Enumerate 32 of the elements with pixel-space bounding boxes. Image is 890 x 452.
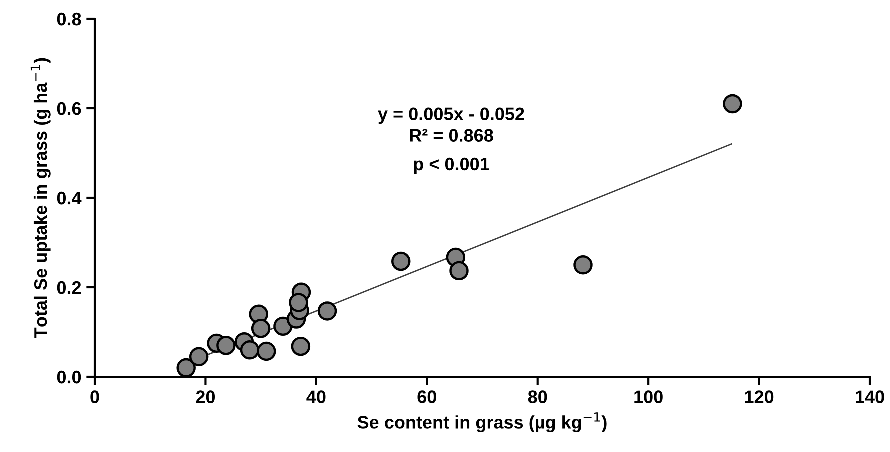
y-tick-label: 0.0 [57, 370, 82, 384]
annotation: p < 0.001 [414, 158, 490, 174]
y-tick-label: 0.8 [57, 12, 82, 26]
point [318, 302, 338, 321]
point [176, 358, 196, 377]
point [291, 336, 311, 356]
point [274, 316, 293, 336]
x-axis-title: Se content in grass (µg kg$^{−1}$) [358, 412, 607, 433]
x-tick-label: 20 [196, 390, 216, 404]
x-tick-label: 120 [745, 390, 774, 404]
x-tick-label: 100 [634, 390, 663, 404]
y-tick-label: 0.2 [57, 281, 82, 294]
point [392, 252, 411, 272]
annotation: R² = 0.868 [410, 129, 494, 142]
point [216, 336, 236, 356]
x-tick-label: 140 [856, 390, 884, 404]
x-tick-label: 60 [418, 390, 436, 404]
point [574, 256, 593, 275]
y-tick-label: 0.4 [57, 192, 82, 205]
point [450, 261, 469, 281]
y-tick-label: 0.6 [57, 102, 82, 116]
point [189, 347, 209, 366]
x-tick-label: 0 [90, 390, 100, 404]
point [240, 340, 260, 360]
annotation: y = 0.005x - 0.052 [378, 108, 524, 124]
x-tick-label: 80 [528, 390, 548, 404]
x-tick-label: 40 [306, 390, 326, 404]
y-axis-title: Total Se uptake in grass (g ha$^{−1}$) [30, 58, 51, 338]
point [289, 293, 308, 312]
point [723, 94, 742, 114]
point [251, 319, 271, 338]
point [256, 342, 276, 362]
